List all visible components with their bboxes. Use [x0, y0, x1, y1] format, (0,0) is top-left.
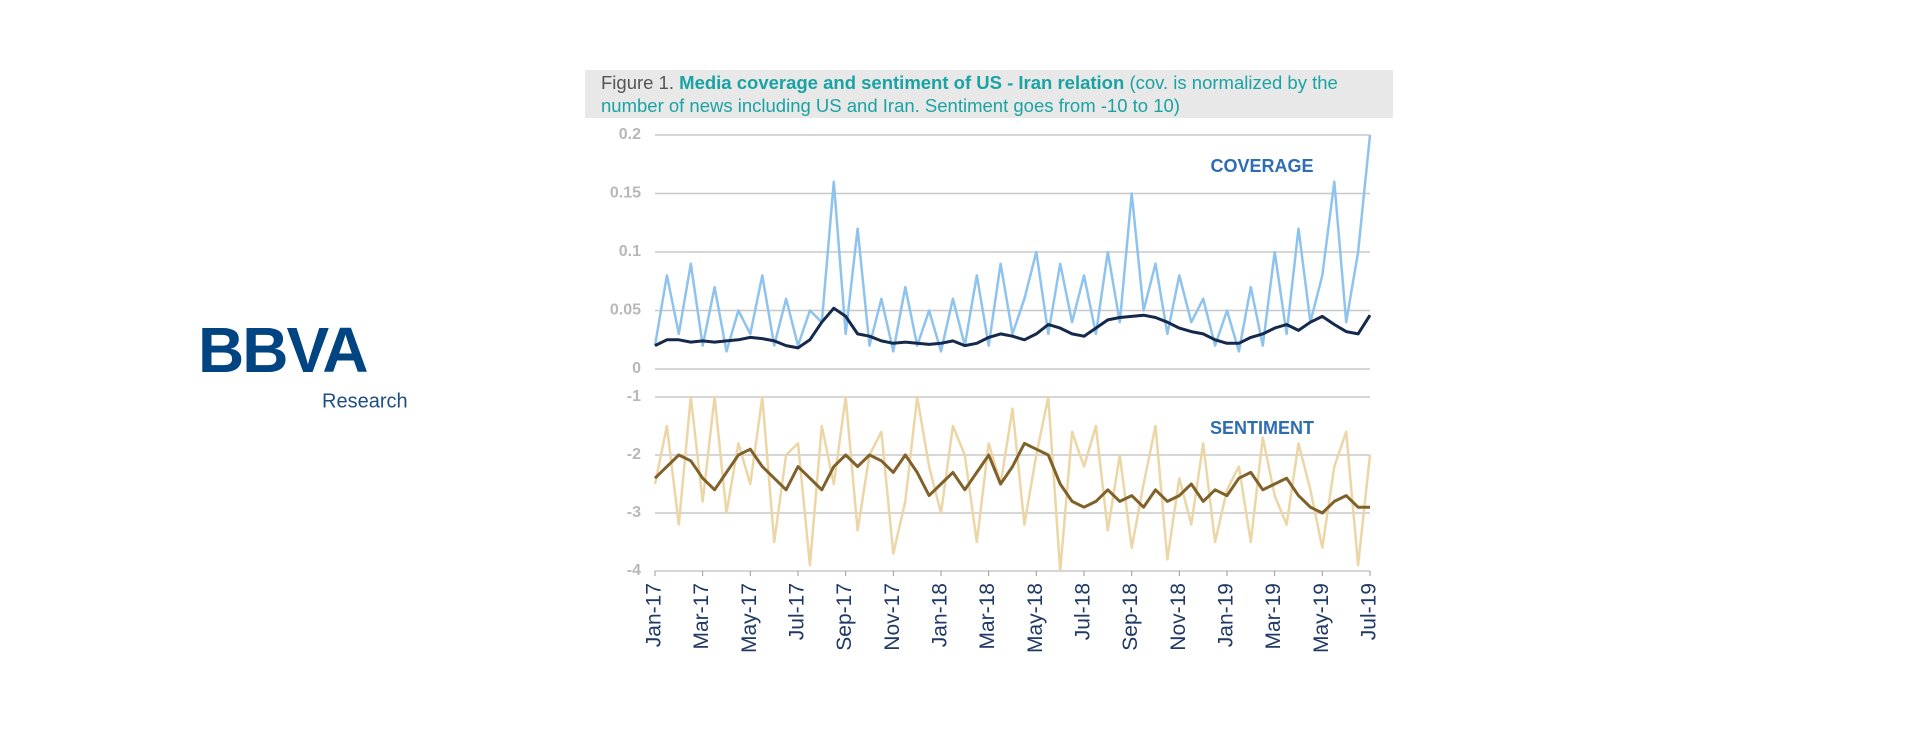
logo-brand: BBVA — [198, 314, 367, 386]
x-tick-label: Jan-18 — [929, 583, 952, 647]
caption-note: (cov. is normalized by the number of new… — [601, 72, 1338, 116]
logo-unit: Research — [322, 390, 408, 412]
y-tick-label: -4 — [627, 562, 641, 579]
y-tick-label: 0 — [632, 360, 641, 377]
x-tick-label: May-18 — [1024, 583, 1047, 653]
x-tick-label: Jan-19 — [1215, 583, 1238, 647]
x-tick-label: Sep-18 — [1119, 583, 1142, 651]
y-tick-label: -2 — [627, 446, 641, 463]
y-tick-label: 0.05 — [610, 302, 641, 319]
x-tick-label: May-19 — [1310, 583, 1333, 653]
x-tick-label: Nov-18 — [1167, 583, 1190, 651]
caption-label: Figure 1. — [601, 72, 675, 93]
x-tick-label: Jul-17 — [786, 583, 809, 640]
x-tick-label: Mar-17 — [690, 583, 713, 650]
x-tick-label: Jan-17 — [643, 583, 666, 647]
x-tick-label: Nov-17 — [881, 583, 904, 651]
x-tick-label: Jul-18 — [1072, 583, 1095, 640]
figure-caption: Figure 1. Media coverage and sentiment o… — [585, 70, 1393, 118]
y-tick-label: 0.15 — [610, 185, 641, 202]
x-tick-label: May-17 — [738, 583, 761, 653]
y-tick-label: 0.1 — [619, 243, 641, 260]
x-tick-label: Sep-17 — [833, 583, 856, 651]
x-tick-label: Mar-19 — [1262, 583, 1285, 650]
y-tick-label: -3 — [627, 504, 641, 521]
series-line — [654, 306, 1372, 350]
x-tick-label: Mar-18 — [976, 583, 999, 650]
x-tick-label: Jul-19 — [1358, 583, 1381, 640]
series-line — [653, 441, 1370, 515]
annotation: SENTIMENT — [1210, 418, 1314, 438]
y-tick-label: -1 — [627, 388, 641, 405]
y-tick-label: 0.2 — [619, 126, 641, 143]
series-line — [653, 395, 1372, 573]
caption-title: Media coverage and sentiment of US - Ira… — [679, 72, 1125, 93]
annotation: COVERAGE — [1210, 156, 1313, 176]
series-line — [653, 134, 1372, 353]
